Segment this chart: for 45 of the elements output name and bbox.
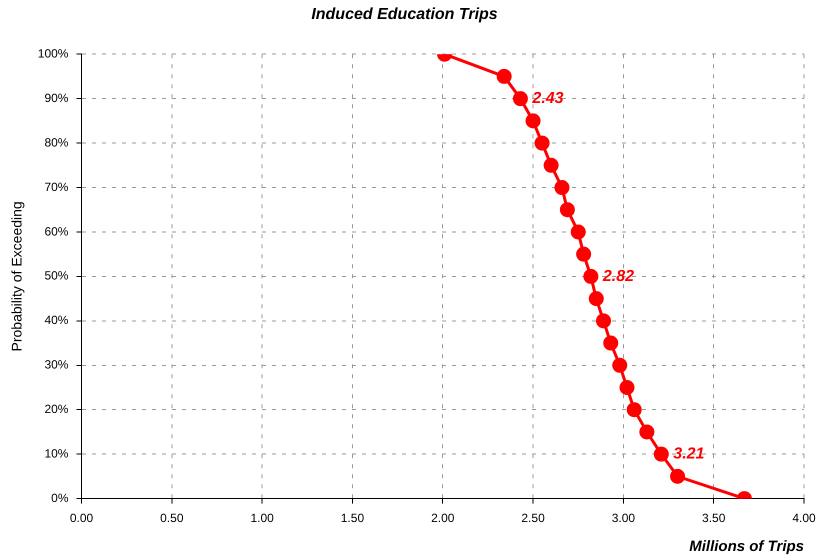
point — [596, 313, 612, 328]
point — [512, 91, 528, 106]
y-tick-label: 10% — [44, 446, 69, 460]
x-tick-label: 4.00 — [792, 511, 816, 526]
x-tick-label: 3.00 — [612, 511, 636, 526]
y-axis-title: Probability of Exceeding — [8, 201, 24, 352]
point — [576, 246, 592, 262]
x-tick-label: 2.50 — [521, 511, 546, 526]
annotation: 2.82 — [602, 268, 634, 285]
chart-title: Induced Education Trips — [311, 6, 498, 24]
point — [619, 380, 634, 395]
y-tick-label: 60% — [44, 224, 69, 238]
y-tick-label: 100% — [38, 46, 69, 61]
point — [670, 468, 686, 484]
y-tick-label: 70% — [44, 180, 69, 194]
point — [588, 291, 604, 306]
x-tick-label: 0.00 — [70, 511, 94, 526]
y-tick-label: 90% — [44, 90, 69, 105]
x-tick-label: 3.50 — [702, 511, 726, 526]
point — [570, 224, 586, 240]
y-tick-label: 40% — [44, 313, 69, 328]
x-tick-label: 1.00 — [250, 511, 274, 526]
point — [639, 424, 654, 440]
point — [526, 113, 541, 128]
y-tick-label: 50% — [44, 268, 69, 283]
x-tick-label: 1.50 — [340, 511, 364, 526]
point — [654, 446, 669, 462]
y-tick-label: 30% — [44, 358, 69, 372]
point — [612, 358, 628, 373]
point — [544, 158, 559, 173]
x-tick-label: 2.00 — [431, 511, 455, 526]
y-tick-label: 80% — [44, 135, 69, 150]
point — [583, 268, 598, 284]
point — [554, 180, 570, 196]
annotation: 2.43 — [531, 90, 564, 108]
x-tick-label: 0.50 — [160, 511, 184, 526]
y-tick-label: 20% — [44, 402, 69, 416]
point — [603, 336, 618, 351]
point — [560, 202, 575, 218]
point — [534, 136, 550, 151]
annotation: 3.21 — [673, 446, 705, 463]
x-axis-title: Millions of Trips — [689, 538, 804, 556]
point — [626, 402, 642, 418]
point — [496, 68, 512, 84]
y-tick-label: 0% — [51, 490, 69, 505]
